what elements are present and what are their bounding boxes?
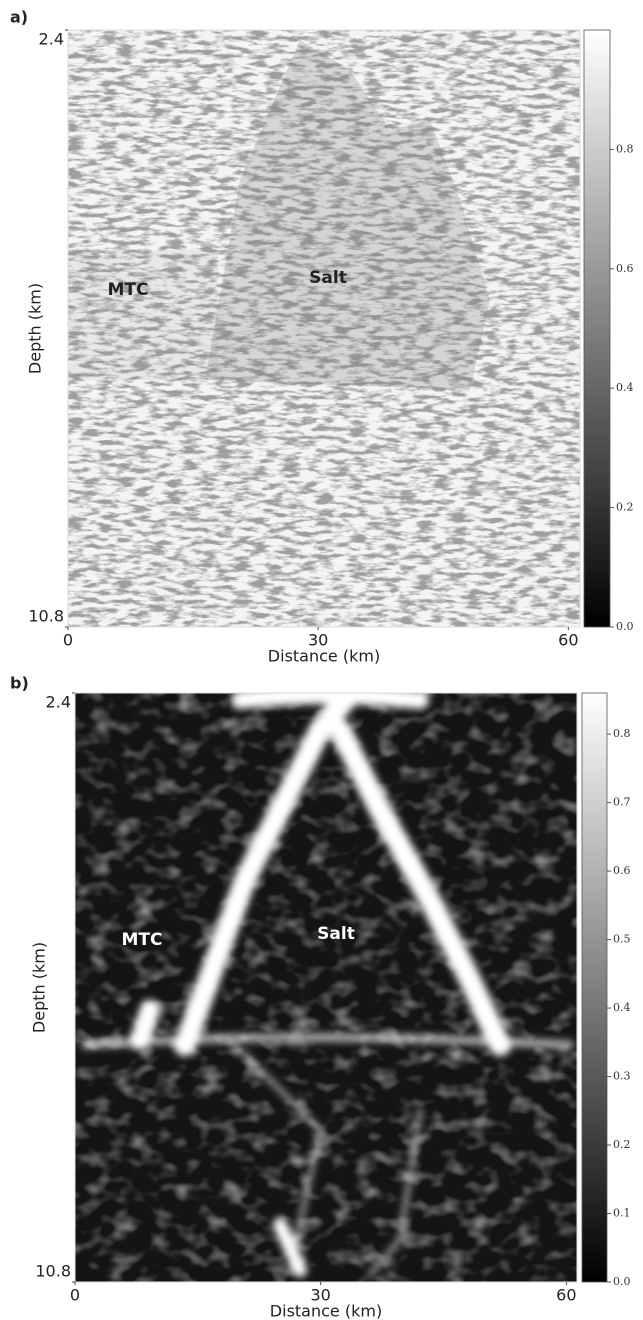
colorbar-tick-label: 0.6 [613, 864, 631, 877]
colorbar-tick-label: 0.3 [613, 1070, 631, 1083]
x-tick-label: 60 [556, 1286, 576, 1305]
colorbar-tick-label: 0.2 [616, 501, 634, 514]
panel-label: b) [10, 674, 29, 693]
annotation: Salt [309, 268, 347, 288]
y-tick-label: 2.4 [46, 693, 71, 712]
colorbar-tick-label: 0.4 [616, 381, 634, 394]
x-tick-label: 0 [70, 1286, 80, 1305]
colorbar [584, 30, 610, 627]
panel-label: a) [10, 8, 28, 27]
colorbar-tick-label: 0.5 [613, 933, 631, 946]
x-tick-label: 30 [308, 631, 328, 650]
x-tick-label: 60 [558, 631, 578, 650]
image-a [68, 30, 580, 627]
annotation: Salt [317, 924, 355, 944]
x-tick-label: 0 [63, 631, 73, 650]
y-axis-label: Depth (km) [26, 283, 45, 374]
colorbar-tick-label: 0.7 [613, 796, 631, 809]
colorbar-tick-label: 0.0 [616, 620, 634, 633]
annotation: MTC [108, 280, 149, 300]
annotation: MTC [122, 930, 163, 950]
colorbar-tick-label: 0.4 [613, 1001, 631, 1014]
y-axis-label: Depth (km) [30, 942, 49, 1033]
y-tick-label: 10.8 [28, 607, 64, 626]
y-tick-label: 10.8 [35, 1262, 71, 1281]
colorbar-tick-label: 0.8 [613, 727, 631, 740]
figure: a)Distance (km)Depth (km)030602.410.80.0… [0, 0, 643, 1320]
colorbar-tick-label: 0.0 [613, 1275, 631, 1288]
colorbar-tick-label: 0.8 [616, 142, 634, 155]
colorbar-tick-label: 0.6 [616, 262, 634, 275]
x-tick-label: 30 [310, 1286, 330, 1305]
colorbar [582, 693, 607, 1282]
colorbar-tick-label: 0.1 [613, 1207, 631, 1220]
image-b [75, 693, 577, 1282]
y-tick-label: 2.4 [39, 30, 64, 49]
colorbar-tick-label: 0.2 [613, 1138, 631, 1151]
